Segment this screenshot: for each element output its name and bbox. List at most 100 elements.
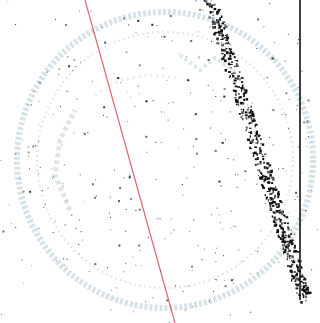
noise-speck	[209, 26, 211, 28]
band-speck	[277, 234, 279, 238]
noise-speck	[236, 90, 238, 92]
noise-speck	[257, 272, 259, 274]
band-speck	[253, 151, 257, 155]
band-speck	[243, 108, 245, 112]
band-speck	[301, 275, 305, 278]
band-speck	[229, 43, 231, 45]
band-speck	[285, 244, 288, 246]
noise-speck	[212, 89, 214, 91]
noise-speck	[218, 214, 220, 216]
noise-speck	[229, 111, 231, 113]
band-speck	[241, 87, 245, 90]
band-speck	[228, 62, 231, 66]
band-speck	[287, 246, 289, 249]
band-speck	[241, 81, 244, 83]
band-speck	[294, 244, 296, 247]
band-speck	[305, 299, 307, 302]
band-speck	[270, 169, 273, 173]
band-speck	[259, 163, 262, 165]
band-speck	[266, 181, 268, 184]
band-speck	[293, 250, 296, 253]
band-speck	[234, 77, 237, 79]
noise-speck	[222, 228, 224, 230]
noise-speck	[78, 253, 80, 255]
noise-speck	[163, 35, 166, 38]
noise-speck	[272, 109, 275, 112]
band-speck	[283, 222, 287, 224]
band-speck	[221, 22, 225, 25]
noise-speck	[78, 219, 80, 221]
noise-speck	[23, 282, 25, 284]
band-speck	[222, 49, 226, 52]
band-speck	[254, 158, 258, 161]
band-speck	[213, 33, 216, 36]
noise-speck	[11, 223, 12, 225]
band-speck	[296, 251, 300, 253]
band-speck	[216, 42, 220, 45]
band-speck	[288, 236, 290, 239]
noise-speck	[233, 225, 235, 227]
band-speck	[216, 10, 220, 12]
noise-speck	[55, 19, 56, 20]
noise-speck	[1, 314, 2, 316]
band-speck	[287, 222, 289, 225]
noise-speck	[295, 191, 298, 194]
band-speck	[261, 153, 263, 156]
band-speck	[214, 3, 216, 6]
noise-speck	[211, 111, 213, 113]
band-speck	[248, 115, 250, 119]
noise-speck	[297, 42, 299, 44]
band-speck	[284, 241, 286, 245]
band-speck	[238, 96, 240, 99]
noise-speck	[29, 168, 30, 170]
band-speck	[211, 4, 215, 6]
noise-speck	[290, 229, 292, 231]
band-speck	[260, 183, 263, 186]
band-speck	[301, 274, 304, 276]
band-speck	[281, 213, 283, 216]
noise-speck	[22, 139, 24, 141]
band-speck	[267, 199, 270, 202]
band-speck	[259, 134, 261, 136]
band-speck	[217, 19, 220, 21]
band-speck	[282, 230, 286, 234]
band-speck	[291, 242, 294, 245]
band-speck	[257, 142, 259, 145]
noise-speck	[244, 170, 247, 173]
band-speck	[225, 48, 228, 50]
band-speck	[286, 258, 288, 261]
noise-speck	[22, 190, 25, 193]
band-speck	[279, 220, 282, 223]
band-speck	[232, 72, 236, 74]
noise-speck	[220, 100, 222, 102]
band-speck	[224, 24, 226, 27]
noise-speck	[264, 202, 266, 204]
band-speck	[259, 146, 261, 149]
band-speck	[231, 52, 235, 56]
noise-speck	[62, 183, 64, 185]
band-speck	[269, 202, 272, 205]
noise-speck	[83, 132, 86, 135]
band-speck	[283, 252, 285, 255]
noise-speck	[170, 218, 172, 220]
noise-speck	[216, 279, 217, 281]
noise-speck	[177, 147, 179, 149]
noise-speck	[61, 144, 63, 146]
band-speck	[218, 8, 221, 11]
band-speck	[284, 248, 287, 252]
band-speck	[226, 36, 229, 40]
band-speck	[261, 155, 265, 157]
band-speck	[273, 218, 277, 221]
noise-speck	[215, 261, 217, 263]
noise-speck	[117, 77, 120, 79]
noise-speck	[118, 244, 121, 247]
band-speck	[279, 219, 282, 221]
noise-speck	[156, 25, 158, 26]
band-speck	[293, 246, 296, 249]
noise-speck	[130, 96, 132, 98]
noise-speck	[207, 84, 209, 86]
noise-speck	[51, 168, 53, 170]
noise-speck	[225, 139, 226, 141]
noise-speck	[146, 151, 148, 153]
